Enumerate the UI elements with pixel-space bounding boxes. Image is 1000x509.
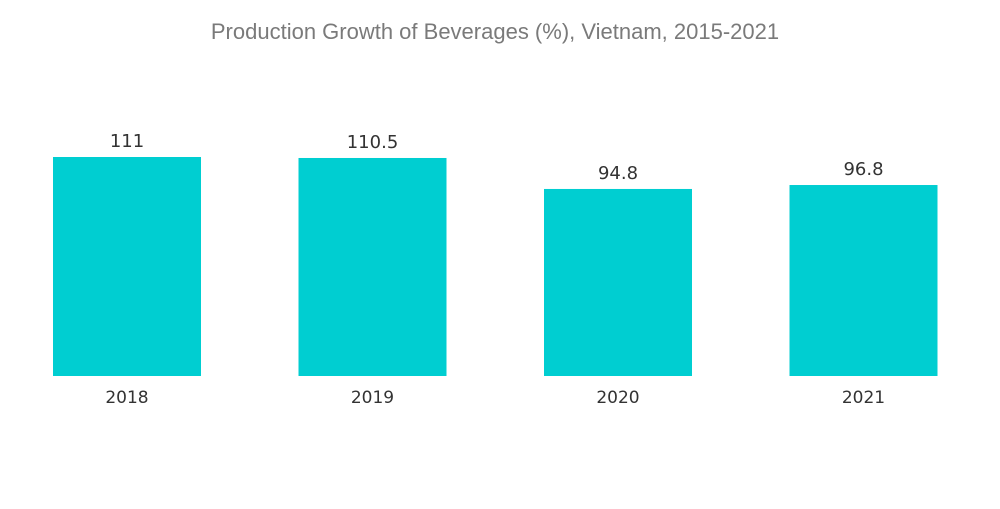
bar-2020 — [544, 188, 692, 376]
bar-2018 — [53, 157, 201, 376]
value-label-2020: 94.8 — [598, 163, 638, 184]
value-label-2019: 110.5 — [347, 132, 399, 153]
value-label-2018: 111 — [110, 131, 144, 152]
x-tick-label-2019: 2019 — [351, 388, 394, 408]
x-tick-label-2021: 2021 — [842, 388, 885, 408]
bar-2019 — [298, 157, 447, 376]
value-labels-layer: 111 110.5 94.8 96.8 — [110, 131, 884, 184]
bars-layer — [53, 157, 938, 376]
bar-2021 — [789, 185, 938, 376]
chart-title: Production Growth of Beverages (%), Viet… — [211, 19, 779, 44]
x-tick-label-2020: 2020 — [596, 388, 639, 408]
value-label-2021: 96.8 — [843, 159, 883, 180]
x-axis-tick-labels: 2018 2019 2020 2021 — [105, 388, 885, 408]
x-tick-label-2018: 2018 — [105, 388, 148, 408]
